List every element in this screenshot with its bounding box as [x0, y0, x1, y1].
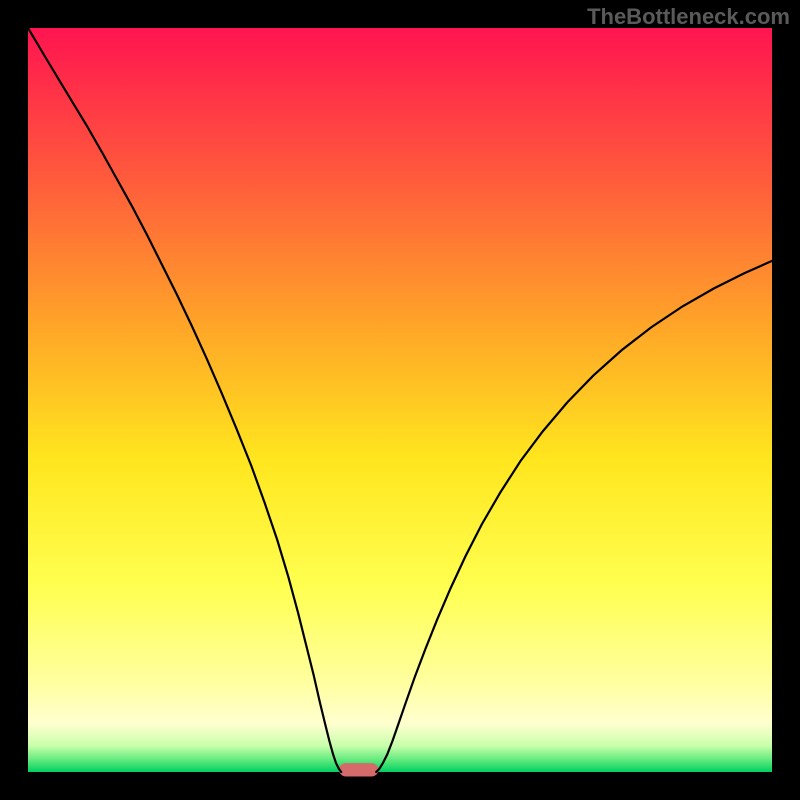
- bottleneck-curve-chart: [0, 0, 800, 800]
- optimum-marker: [339, 763, 378, 776]
- chart-frame: TheBottleneck.com: [0, 0, 800, 800]
- chart-background: [28, 28, 772, 772]
- watermark-text: TheBottleneck.com: [587, 4, 790, 30]
